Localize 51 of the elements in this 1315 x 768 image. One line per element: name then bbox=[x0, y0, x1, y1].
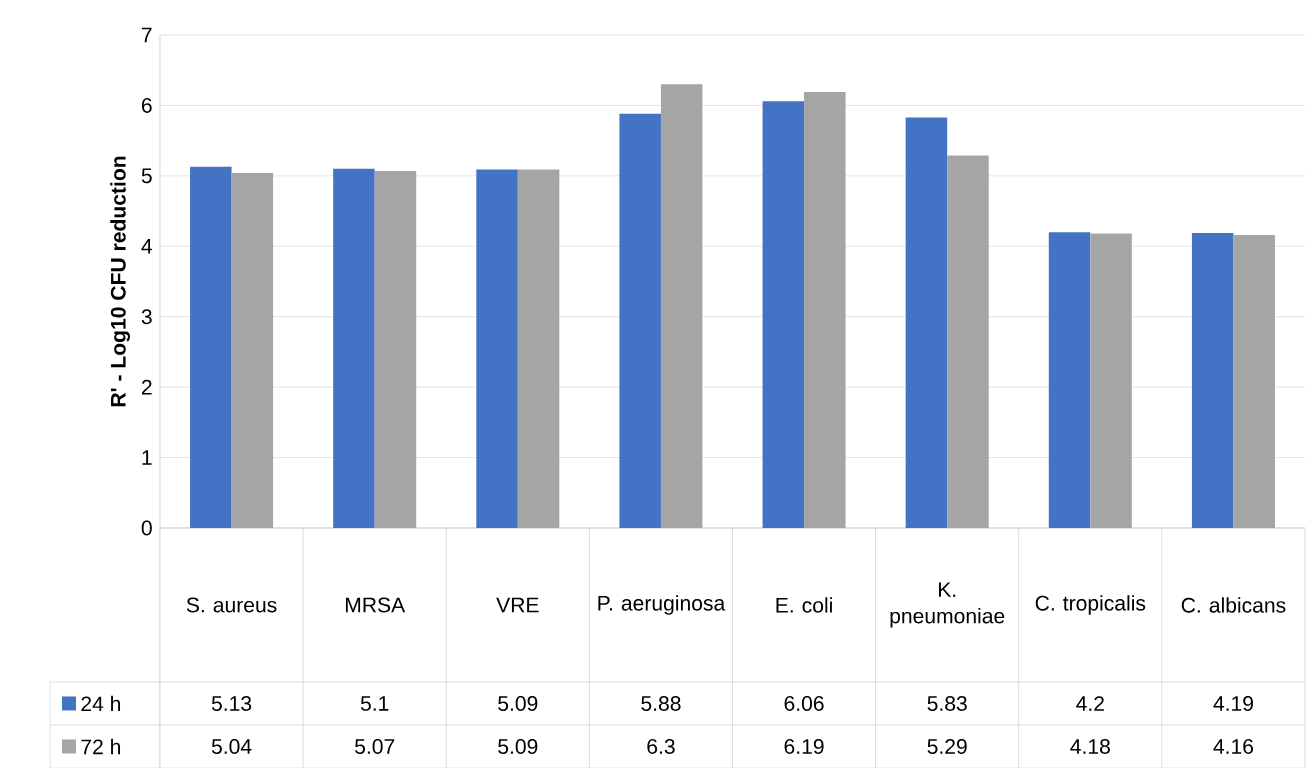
y-axis-title: R' - Log10 CFU reduction bbox=[110, 156, 131, 407]
x-tick-label: S. aureus bbox=[186, 597, 277, 613]
data-label: 5.29 bbox=[927, 739, 967, 754]
bar bbox=[374, 170, 417, 528]
data-label: 5.83 bbox=[927, 696, 967, 711]
x-tick-label: MRSA bbox=[345, 597, 406, 613]
data-label: 5.09 bbox=[498, 739, 538, 754]
y-tick-label: 1 bbox=[142, 450, 152, 465]
y-tick-label: 4 bbox=[141, 239, 153, 254]
data-label: 4.2 bbox=[1076, 696, 1104, 711]
bar bbox=[231, 173, 274, 528]
legend-label: 24 h bbox=[81, 695, 121, 712]
bar bbox=[1191, 232, 1234, 528]
x-tick-label: C. tropicalis bbox=[1035, 595, 1146, 615]
bar bbox=[804, 92, 846, 528]
x-tick-label: E. coli bbox=[776, 597, 832, 613]
bar bbox=[905, 117, 948, 528]
y-tick-label: 6 bbox=[141, 97, 152, 113]
data-label: 6.06 bbox=[784, 696, 824, 711]
bar bbox=[1048, 232, 1091, 528]
bar bbox=[762, 101, 805, 528]
legend-label: 72 h bbox=[81, 738, 121, 755]
data-label: 5.04 bbox=[211, 739, 252, 754]
bar bbox=[1090, 233, 1132, 528]
x-tick-label: VRE bbox=[496, 597, 539, 613]
y-tick-label: 5 bbox=[141, 168, 152, 184]
x-tick-label: K. pneumoniae bbox=[890, 582, 1005, 628]
bar bbox=[619, 113, 661, 528]
data-label: 5.13 bbox=[211, 696, 252, 711]
y-tick-label: 2 bbox=[141, 379, 152, 395]
bar bbox=[517, 169, 560, 528]
y-tick-label: 3 bbox=[141, 309, 152, 325]
bar bbox=[476, 169, 518, 528]
data-label: 5.88 bbox=[641, 696, 681, 711]
y-tick-label: 7 bbox=[141, 27, 152, 43]
bar bbox=[1233, 235, 1275, 528]
data-label: 4.18 bbox=[1070, 739, 1110, 754]
data-label: 4.19 bbox=[1213, 696, 1253, 711]
x-tick-label: C. albicans bbox=[1181, 597, 1286, 613]
bar bbox=[947, 155, 989, 528]
data-label: 5.07 bbox=[355, 739, 395, 754]
data-label: 6.19 bbox=[784, 739, 824, 754]
bar bbox=[333, 168, 375, 528]
y-tick-label: 0 bbox=[141, 520, 152, 536]
data-label: 4.16 bbox=[1213, 739, 1254, 754]
data-label: 6.3 bbox=[647, 739, 675, 754]
data-label: 5.1 bbox=[360, 696, 389, 711]
x-tick-label: P. aeruginosa bbox=[598, 595, 726, 615]
bar bbox=[190, 166, 232, 528]
bar bbox=[660, 84, 703, 528]
data-label: 5.09 bbox=[498, 696, 538, 711]
